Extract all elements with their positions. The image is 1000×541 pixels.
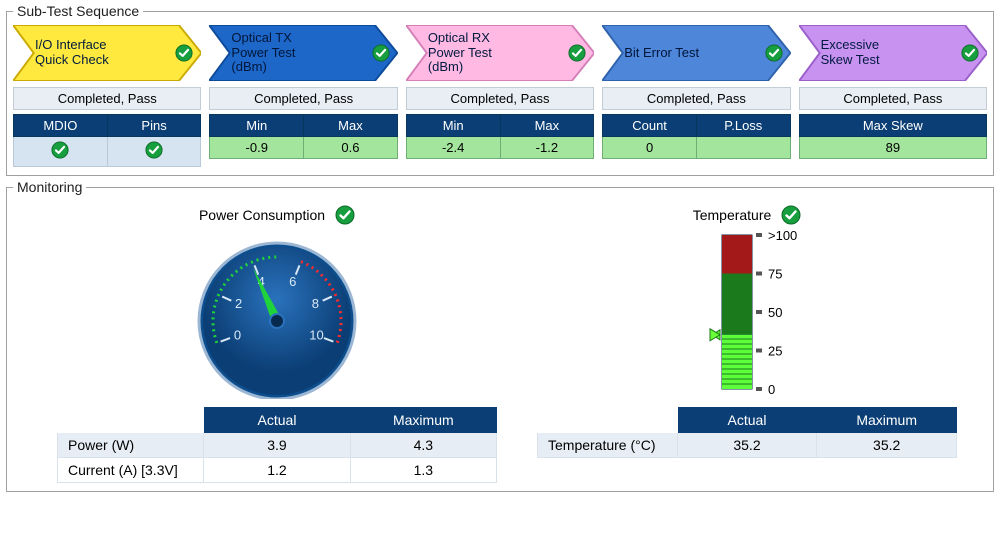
power-row-max: 4.3 xyxy=(350,433,496,458)
svg-text:8: 8 xyxy=(312,296,319,311)
check-icon xyxy=(145,141,163,159)
temperature-table-header-actual: Actual xyxy=(677,408,817,433)
power-table-header-actual: Actual xyxy=(204,408,350,433)
subtest-result-header: MDIO xyxy=(14,115,108,137)
subtest-result-cell xyxy=(14,137,108,167)
svg-text:6: 6 xyxy=(289,274,296,289)
subtest-result-header: Max xyxy=(500,115,594,137)
subtest-chevron-label: I/O InterfaceQuick Check xyxy=(13,34,175,72)
check-icon xyxy=(781,205,801,225)
monitoring-panel: Monitoring Power Consumption 0246810 Act… xyxy=(6,179,994,492)
check-icon xyxy=(765,44,791,62)
svg-text:25: 25 xyxy=(768,344,782,359)
svg-text:2: 2 xyxy=(235,296,242,311)
subtest-result-cell: 89 xyxy=(799,137,986,159)
subtest-chevron-label: Optical TXPower Test(dBm) xyxy=(209,27,371,80)
monitoring-row: Power Consumption 0246810 Actual Maximum… xyxy=(13,201,987,483)
subtest-chevron[interactable]: Bit Error Test xyxy=(602,25,790,81)
subtest-status: Completed, Pass xyxy=(209,87,397,110)
subtest-result-header: Count xyxy=(603,115,697,137)
subtest-result-cell: 0 xyxy=(603,137,697,159)
power-table: Actual Maximum Power (W) 3.9 4.3 Current… xyxy=(57,407,497,483)
subtest-column: I/O InterfaceQuick Check Completed, Pass M… xyxy=(13,25,201,167)
subtest-chevron[interactable]: ExcessiveSkew Test xyxy=(799,25,987,81)
subtest-result-header: Pins xyxy=(107,115,201,137)
subtest-chevron[interactable]: Optical RXPower Test(dBm) xyxy=(406,25,594,81)
table-blank-cell xyxy=(58,408,204,433)
subtest-sequence-row: I/O InterfaceQuick Check Completed, Pass M… xyxy=(13,25,987,167)
power-row-actual: 1.2 xyxy=(204,458,350,483)
subtest-chevron-label: Optical RXPower Test(dBm) xyxy=(406,27,568,80)
subtest-result-table: MinMax-2.4-1.2 xyxy=(406,114,594,159)
subtest-result-header: Min xyxy=(406,115,500,137)
svg-text:>100: >100 xyxy=(768,229,797,243)
temperature-row-max: 35.2 xyxy=(817,433,957,458)
power-gauge: 0246810 xyxy=(187,229,367,399)
svg-text:0: 0 xyxy=(234,327,241,342)
subtest-column: Optical TXPower Test(dBm) Completed, Pass… xyxy=(209,25,397,167)
subtest-column: ExcessiveSkew Test Completed, Pass Max Ske… xyxy=(799,25,987,167)
subtest-column: Optical RXPower Test(dBm) Completed, Pass… xyxy=(406,25,594,167)
temperature-block: Temperature >100 75 50 25 0 Actual Maximum T… xyxy=(537,205,957,483)
subtest-chevron-label: ExcessiveSkew Test xyxy=(799,34,961,72)
monitoring-legend: Monitoring xyxy=(13,179,86,195)
power-consumption-block: Power Consumption 0246810 Actual Maximum… xyxy=(57,205,497,483)
subtest-result-table: Max Skew89 xyxy=(799,114,987,159)
subtest-result-header: Max Skew xyxy=(799,115,986,137)
svg-text:50: 50 xyxy=(768,305,782,320)
check-icon xyxy=(335,205,355,225)
subtest-status: Completed, Pass xyxy=(406,87,594,110)
check-icon xyxy=(961,44,987,62)
check-icon xyxy=(372,44,398,62)
check-icon xyxy=(51,141,69,159)
subtest-chevron[interactable]: Optical TXPower Test(dBm) xyxy=(209,25,397,81)
power-consumption-title: Power Consumption xyxy=(199,207,325,223)
power-row-max: 1.3 xyxy=(350,458,496,483)
subtest-result-table: CountP.Loss0 xyxy=(602,114,790,159)
check-icon xyxy=(175,44,201,62)
table-blank-cell xyxy=(538,408,678,433)
power-row-label: Current (A) [3.3V] xyxy=(58,458,204,483)
subtest-chevron-label: Bit Error Test xyxy=(602,42,764,65)
temperature-title: Temperature xyxy=(693,207,772,223)
subtest-result-header: P.Loss xyxy=(696,115,790,137)
subtest-result-cell xyxy=(696,137,790,159)
subtest-result-cell: 0.6 xyxy=(304,137,398,159)
subtest-status: Completed, Pass xyxy=(13,87,201,110)
check-icon xyxy=(568,44,594,62)
subtest-sequence-panel: Sub-Test Sequence I/O InterfaceQuick Che… xyxy=(6,3,994,176)
temperature-row-label: Temperature (°C) xyxy=(538,433,678,458)
svg-text:75: 75 xyxy=(768,267,782,282)
subtest-column: Bit Error Test Completed, Pass CountP.Loss… xyxy=(602,25,790,167)
subtest-result-cell: -2.4 xyxy=(406,137,500,159)
subtest-result-cell: -0.9 xyxy=(210,137,304,159)
subtest-result-header: Min xyxy=(210,115,304,137)
power-table-header-maximum: Maximum xyxy=(350,408,496,433)
svg-text:10: 10 xyxy=(309,327,323,342)
subtest-result-cell: -1.2 xyxy=(500,137,594,159)
temperature-bar: >100 75 50 25 0 xyxy=(682,229,812,399)
subtest-result-table: MDIOPins xyxy=(13,114,201,167)
temperature-table-header-maximum: Maximum xyxy=(817,408,957,433)
subtest-status: Completed, Pass xyxy=(602,87,790,110)
power-row-label: Power (W) xyxy=(58,433,204,458)
subtest-result-cell xyxy=(107,137,201,167)
subtest-status: Completed, Pass xyxy=(799,87,987,110)
subtest-chevron[interactable]: I/O InterfaceQuick Check xyxy=(13,25,201,81)
subtest-result-header: Max xyxy=(304,115,398,137)
temperature-row-actual: 35.2 xyxy=(677,433,817,458)
subtest-result-table: MinMax-0.90.6 xyxy=(209,114,397,159)
svg-text:0: 0 xyxy=(768,382,775,397)
temperature-table: Actual Maximum Temperature (°C) 35.2 35.… xyxy=(537,407,957,458)
subtest-sequence-legend: Sub-Test Sequence xyxy=(13,3,143,19)
power-row-actual: 3.9 xyxy=(204,433,350,458)
